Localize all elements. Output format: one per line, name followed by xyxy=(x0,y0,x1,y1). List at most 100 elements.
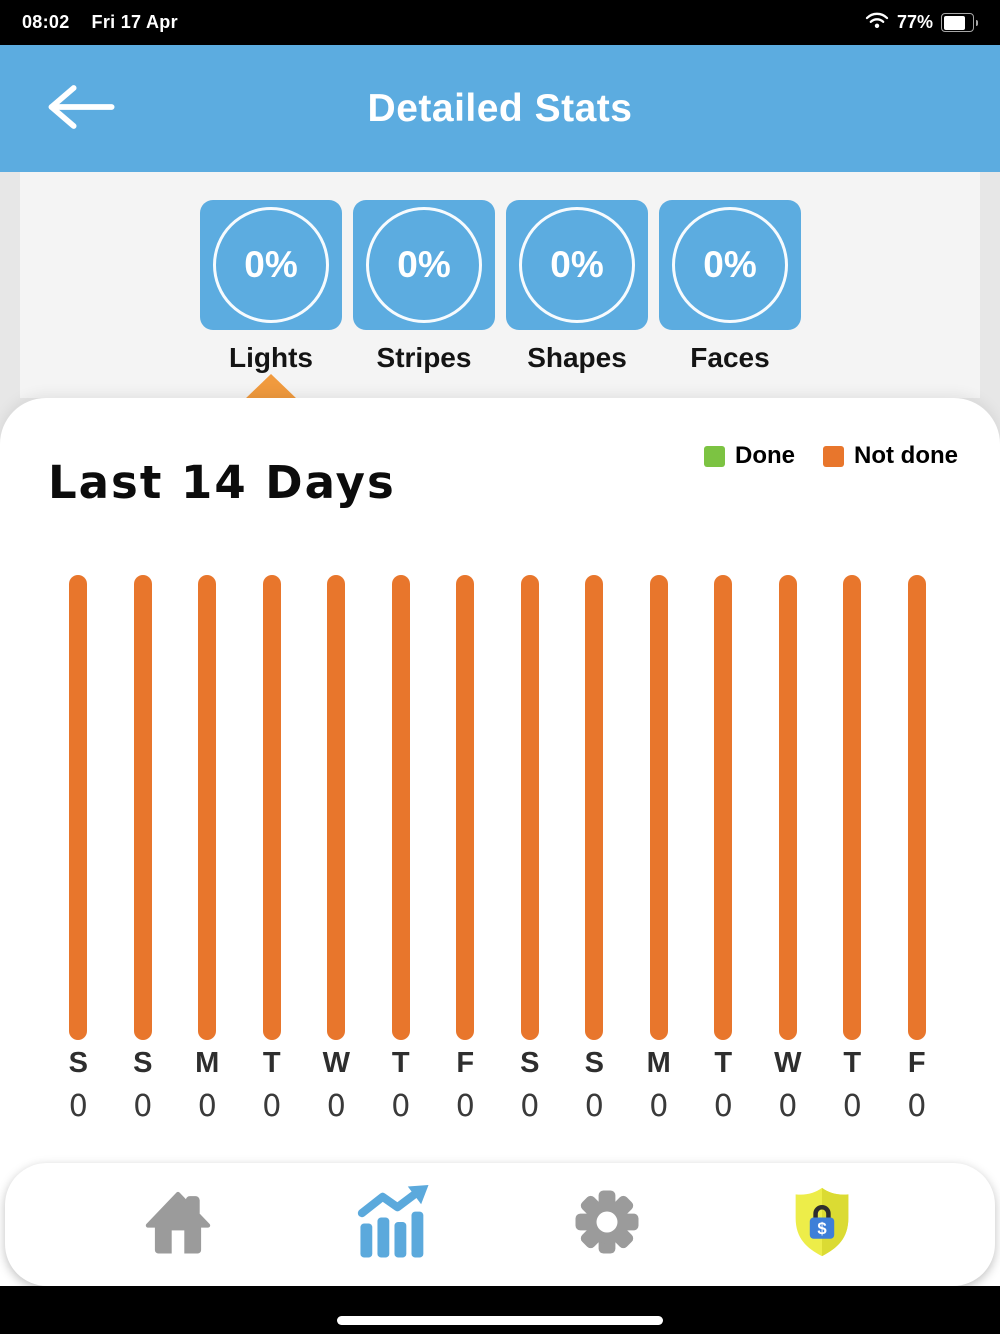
battery-percent: 77% xyxy=(896,12,933,32)
card-label-stripes: Stripes xyxy=(376,342,472,373)
card-label-faces: Faces xyxy=(690,342,770,373)
legend-label: Not done xyxy=(854,442,958,469)
bar-not-done xyxy=(69,575,88,1040)
bar-not-done xyxy=(778,575,797,1040)
day-label: W xyxy=(322,1047,350,1079)
bar-not-done xyxy=(520,575,539,1040)
bar-not-done xyxy=(262,575,281,1040)
value-label: 0 xyxy=(133,1089,153,1124)
bar-not-done xyxy=(327,575,346,1040)
status-right: 77% xyxy=(865,11,978,34)
day-label: M xyxy=(195,1047,220,1079)
card-label-lights: Lights xyxy=(229,342,313,373)
value-label: 0 xyxy=(842,1089,862,1124)
value-label: 0 xyxy=(326,1089,346,1124)
value-label: 0 xyxy=(262,1089,282,1124)
stat-card-faces[interactable]: 0% xyxy=(659,200,801,330)
gear-icon xyxy=(572,1187,642,1262)
not-done-swatch-icon xyxy=(823,445,845,467)
nav-home-button[interactable] xyxy=(136,1183,220,1267)
value-label: 0 xyxy=(455,1089,475,1124)
bottom-nav: $ xyxy=(5,1163,995,1286)
clock: 08:02 xyxy=(22,12,70,32)
back-button[interactable] xyxy=(42,81,122,137)
day-label: T xyxy=(262,1047,281,1079)
value-label: 0 xyxy=(649,1089,669,1124)
wifi-icon xyxy=(865,11,889,34)
value-label: 0 xyxy=(584,1089,604,1124)
chart-title: Last 14 Days xyxy=(48,456,396,509)
bar-not-done xyxy=(714,575,733,1040)
stat-cards-strip: 0% 0% 0% 0% Lights Stripes Shapes Faces xyxy=(0,172,1000,400)
percent-ring: 0% xyxy=(366,207,482,323)
status-bar: 08:02 Fri 17 Apr 77% xyxy=(0,0,1000,45)
day-label: W xyxy=(774,1047,802,1079)
percent-ring: 0% xyxy=(519,207,635,323)
date: Fri 17 Apr xyxy=(91,12,178,32)
strip-background xyxy=(20,172,980,398)
day-label: M xyxy=(646,1047,671,1079)
value-label: 0 xyxy=(68,1089,88,1124)
home-indicator[interactable] xyxy=(337,1316,663,1325)
day-label: F xyxy=(907,1047,926,1079)
bar-not-done xyxy=(456,575,475,1040)
page-title: Detailed Stats xyxy=(367,86,633,130)
legend-label: Done xyxy=(735,442,796,469)
day-label: S xyxy=(520,1047,540,1079)
legend-item-not-done: Not done xyxy=(823,442,958,470)
bar-not-done xyxy=(649,575,668,1040)
stat-card-shapes[interactable]: 0% xyxy=(506,200,648,330)
stat-card-lights[interactable]: 0% xyxy=(200,200,342,330)
done-swatch-icon xyxy=(704,445,726,467)
bar-not-done xyxy=(907,575,926,1040)
day-label: T xyxy=(391,1047,410,1079)
day-label: S xyxy=(68,1047,88,1079)
percent-value: 0% xyxy=(703,244,757,285)
home-icon xyxy=(142,1187,214,1262)
day-label: F xyxy=(456,1047,475,1079)
value-label: 0 xyxy=(778,1089,798,1124)
bar-not-done xyxy=(585,575,604,1040)
bottom-safe-area xyxy=(0,1286,1000,1334)
nav-settings-button[interactable] xyxy=(565,1183,649,1267)
nav-parental-lock-button[interactable]: $ xyxy=(780,1183,864,1267)
chart-legend: Done Not done xyxy=(704,442,958,470)
svg-text:$: $ xyxy=(818,1219,828,1238)
battery-icon xyxy=(941,13,978,32)
value-label: 0 xyxy=(520,1089,540,1124)
bar-chart-arrow-icon xyxy=(356,1185,430,1264)
value-label: 0 xyxy=(713,1089,733,1124)
shield-dollar-lock-icon: $ xyxy=(789,1186,855,1263)
bar-not-done xyxy=(198,575,217,1040)
value-label: 0 xyxy=(907,1089,927,1124)
value-label: 0 xyxy=(197,1089,217,1124)
day-label: S xyxy=(584,1047,604,1079)
percent-value: 0% xyxy=(397,244,451,285)
legend-item-done: Done xyxy=(704,442,795,470)
left-arrow-icon xyxy=(42,81,118,138)
bar-not-done xyxy=(391,575,410,1040)
nav-stats-button[interactable] xyxy=(351,1183,435,1267)
percent-ring: 0% xyxy=(213,207,329,323)
day-label: S xyxy=(133,1047,153,1079)
bar-not-done xyxy=(133,575,152,1040)
day-label: T xyxy=(843,1047,862,1079)
percent-value: 0% xyxy=(550,244,604,285)
percent-value: 0% xyxy=(244,244,298,285)
header: Detailed Stats xyxy=(0,45,1000,172)
status-left: 08:02 Fri 17 Apr xyxy=(22,12,178,33)
stat-card-stripes[interactable]: 0% xyxy=(353,200,495,330)
